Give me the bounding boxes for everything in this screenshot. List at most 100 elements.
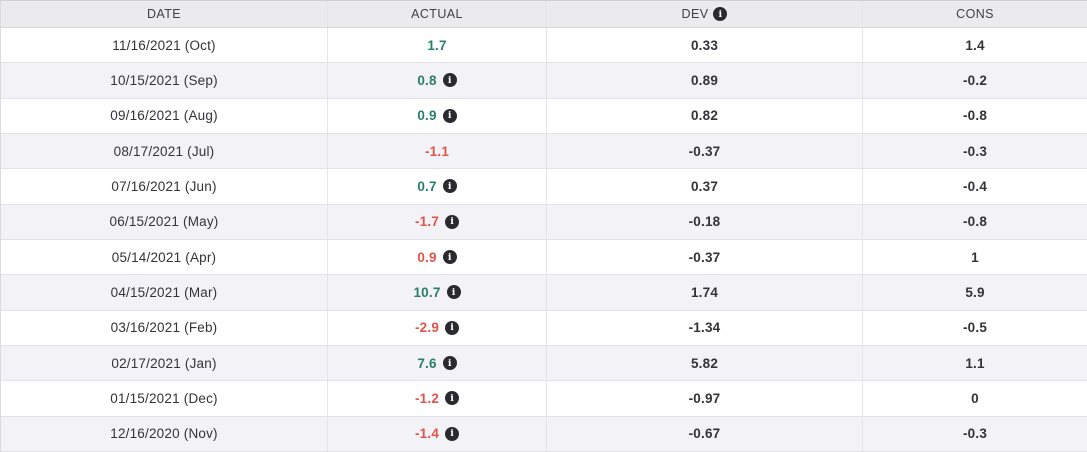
table-row: 01/15/2021 (Dec) -1.2 i -0.97 0 bbox=[1, 381, 1087, 417]
dev-info-icon[interactable]: i bbox=[713, 7, 728, 21]
dev-cell: 0.33 bbox=[547, 28, 863, 63]
dev-value: 0.33 bbox=[690, 37, 719, 53]
date-cell: 02/17/2021 (Jan) bbox=[1, 345, 328, 381]
cons-value: -0.8 bbox=[962, 108, 988, 124]
table-row: 03/16/2021 (Feb) -2.9 i -1.34 -0.5 bbox=[1, 310, 1087, 346]
cons-value: -0.5 bbox=[962, 320, 988, 336]
dev-cell: 0.37 bbox=[547, 169, 863, 204]
actual-info-icon[interactable]: i bbox=[446, 285, 461, 300]
column-header-dev: DEV i bbox=[547, 1, 863, 27]
table-row: 07/16/2021 (Jun) 0.7 i 0.37 -0.4 bbox=[1, 169, 1087, 205]
dev-value: -0.37 bbox=[688, 249, 721, 265]
column-header-actual: ACTUAL bbox=[328, 1, 547, 27]
date-cell: 06/15/2021 (May) bbox=[1, 204, 328, 239]
actual-info-icon[interactable]: i bbox=[445, 320, 460, 335]
cons-value: 1.1 bbox=[965, 355, 985, 371]
table-row: 05/14/2021 (Apr) 0.9 i -0.37 1 bbox=[1, 239, 1087, 276]
actual-value: -1.7 bbox=[414, 214, 440, 230]
cons-cell: 0 bbox=[863, 381, 1087, 415]
date-value: 12/16/2020 (Nov) bbox=[110, 426, 218, 442]
dev-value: 0.89 bbox=[690, 72, 719, 88]
cons-cell: -0.2 bbox=[863, 63, 1087, 97]
actual-info-icon[interactable]: i bbox=[442, 73, 457, 88]
table-row: 09/16/2021 (Aug) 0.9 i 0.82 -0.8 bbox=[1, 98, 1087, 134]
dev-value: -0.67 bbox=[688, 426, 721, 442]
actual-info-icon[interactable]: i bbox=[445, 426, 460, 441]
actual-value: 1.7 bbox=[427, 37, 447, 53]
cons-cell: -0.3 bbox=[863, 134, 1087, 168]
cons-value: -0.4 bbox=[962, 178, 988, 194]
cons-cell: 5.9 bbox=[863, 275, 1087, 309]
dev-value: 5.82 bbox=[690, 355, 719, 371]
cons-cell: 1 bbox=[863, 240, 1087, 274]
dev-cell: 1.74 bbox=[547, 275, 863, 310]
cons-value: -0.2 bbox=[962, 72, 988, 88]
column-header-dev-label: DEV bbox=[681, 7, 709, 21]
actual-value: 7.6 bbox=[417, 355, 437, 371]
dev-value: 0.37 bbox=[690, 178, 719, 194]
date-cell: 07/16/2021 (Jun) bbox=[1, 169, 328, 204]
date-cell: 08/17/2021 (Jul) bbox=[1, 133, 328, 169]
actual-cell: -1.7 i bbox=[328, 204, 547, 239]
dev-value: -0.37 bbox=[688, 143, 721, 159]
actual-cell: 0.7 i bbox=[328, 169, 547, 204]
cons-cell: -0.8 bbox=[863, 99, 1087, 133]
actual-info-icon[interactable]: i bbox=[442, 108, 457, 123]
actual-value: -2.9 bbox=[414, 320, 440, 336]
actual-info-icon[interactable]: i bbox=[442, 356, 457, 371]
table-row: 02/17/2021 (Jan) 7.6 i 5.82 1.1 bbox=[1, 345, 1087, 382]
actual-info-icon[interactable]: i bbox=[445, 391, 460, 406]
cons-cell: 1.4 bbox=[863, 28, 1087, 62]
actual-cell: 0.9 i bbox=[328, 239, 547, 275]
actual-cell: -1.1 bbox=[328, 133, 547, 169]
dev-cell: -0.18 bbox=[547, 204, 863, 239]
dev-value: 1.74 bbox=[690, 284, 719, 300]
date-value: 09/16/2021 (Aug) bbox=[110, 108, 218, 124]
actual-info-icon[interactable]: i bbox=[442, 179, 457, 194]
cons-value: -0.3 bbox=[962, 426, 988, 442]
cons-cell: -0.4 bbox=[863, 169, 1087, 203]
date-cell: 11/16/2021 (Oct) bbox=[1, 28, 328, 63]
table-body: 11/16/2021 (Oct) 1.7 0.33 1.4 10/15/2021… bbox=[1, 28, 1087, 452]
actual-cell: 1.7 bbox=[328, 28, 547, 63]
actual-cell: 0.9 i bbox=[328, 98, 547, 133]
table-row: 06/15/2021 (May) -1.7 i -0.18 -0.8 bbox=[1, 204, 1087, 240]
dev-cell: -0.37 bbox=[547, 133, 863, 169]
cons-value: -0.8 bbox=[962, 214, 988, 230]
date-value: 04/15/2021 (Mar) bbox=[110, 284, 218, 300]
table-row: 04/15/2021 (Mar) 10.7 i 1.74 5.9 bbox=[1, 275, 1087, 311]
cons-cell: -0.8 bbox=[863, 205, 1087, 239]
dev-cell: 0.89 bbox=[547, 63, 863, 98]
actual-value: -1.1 bbox=[424, 143, 450, 159]
actual-cell: -1.2 i bbox=[328, 381, 547, 416]
cons-value: 0 bbox=[971, 390, 979, 406]
actual-cell: -2.9 i bbox=[328, 310, 547, 345]
column-header-date-label: DATE bbox=[146, 7, 181, 21]
actual-value: 0.8 bbox=[417, 72, 437, 88]
actual-info-icon[interactable]: i bbox=[445, 214, 460, 229]
cons-value: 1 bbox=[971, 249, 979, 265]
actual-cell: -1.4 i bbox=[328, 416, 547, 451]
table-row: 11/16/2021 (Oct) 1.7 0.33 1.4 bbox=[1, 28, 1087, 64]
date-cell: 10/15/2021 (Sep) bbox=[1, 63, 328, 98]
actual-value: 0.9 bbox=[417, 108, 437, 124]
date-value: 11/16/2021 (Oct) bbox=[112, 37, 216, 53]
actual-value: -1.2 bbox=[414, 390, 440, 406]
actual-cell: 10.7 i bbox=[328, 275, 547, 310]
actual-value: 0.7 bbox=[417, 178, 437, 194]
actual-info-icon[interactable]: i bbox=[442, 250, 457, 265]
table-row: 08/17/2021 (Jul) -1.1 -0.37 -0.3 bbox=[1, 133, 1087, 170]
dev-cell: -0.67 bbox=[547, 416, 863, 451]
column-header-cons: CONS bbox=[863, 1, 1087, 27]
date-value: 08/17/2021 (Jul) bbox=[113, 143, 215, 159]
actual-cell: 7.6 i bbox=[328, 345, 547, 381]
date-value: 01/15/2021 (Dec) bbox=[110, 390, 218, 406]
actual-value: -1.4 bbox=[414, 426, 440, 442]
cons-value: 5.9 bbox=[965, 284, 985, 300]
dev-cell: -0.37 bbox=[547, 239, 863, 275]
dev-cell: 5.82 bbox=[547, 345, 863, 381]
table-row: 12/16/2020 (Nov) -1.4 i -0.67 -0.3 bbox=[1, 416, 1087, 452]
dev-value: 0.82 bbox=[690, 108, 719, 124]
dev-value: -1.34 bbox=[688, 320, 721, 336]
